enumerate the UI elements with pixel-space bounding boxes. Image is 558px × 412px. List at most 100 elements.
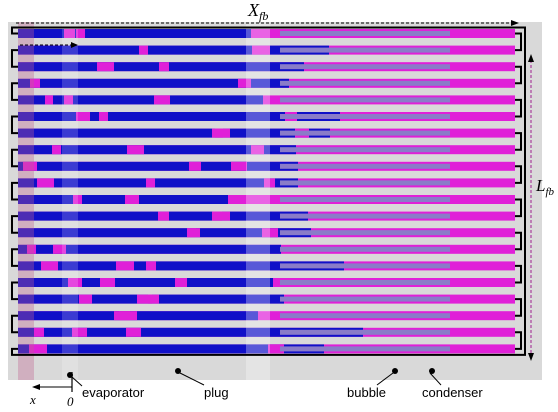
condenser-band <box>280 296 450 302</box>
vapor-bubble <box>119 311 137 321</box>
vapor-bubble <box>148 294 159 304</box>
x-axis-label: x <box>29 392 36 407</box>
vapor-bubble <box>189 161 201 171</box>
side-dimension-arrowhead-top <box>528 54 534 62</box>
top-dimension-label: Xfb <box>247 0 268 23</box>
condenser-band <box>280 313 450 319</box>
vapor-bubble <box>158 211 169 221</box>
vapor-bubble <box>154 95 170 105</box>
liquid-plug <box>18 29 251 38</box>
vapor-bubble <box>99 112 108 121</box>
channel-tube <box>18 311 515 321</box>
channel-tube <box>18 29 515 38</box>
bubble-label: bubble <box>347 385 386 400</box>
vapor-bubble <box>116 261 134 271</box>
side-dimension-arrowhead-bottom <box>528 353 534 361</box>
vapor-bubble <box>45 95 53 105</box>
vapor-bubble <box>34 327 44 337</box>
return-loop <box>11 26 526 356</box>
channel-bend <box>515 231 522 251</box>
condenser-band <box>280 163 450 169</box>
channel-bend <box>11 248 18 267</box>
vapor-bubble <box>262 228 278 238</box>
vapor-bubble <box>231 161 247 171</box>
condenser-band <box>280 114 450 119</box>
vapor-bubble <box>238 78 251 88</box>
condenser-band <box>280 64 450 70</box>
evaporator-inner-band <box>62 22 78 380</box>
vapor-bubble <box>76 112 90 121</box>
channel-bend <box>515 331 522 350</box>
channel-group <box>18 29 515 354</box>
channel-bend <box>515 298 522 317</box>
x-axis-zero-label: 0 <box>67 394 74 409</box>
vapor-bubble <box>269 344 284 354</box>
condenser-band <box>280 47 450 53</box>
vapor-bubble <box>72 327 87 337</box>
x-axis-arrowhead <box>32 384 40 390</box>
liquid-plug <box>18 178 298 188</box>
condenser-marker <box>429 368 435 374</box>
bubble-marker <box>392 368 398 374</box>
vapor-bubble <box>41 261 58 271</box>
condenser-band <box>280 329 450 335</box>
channel-bend <box>515 98 522 118</box>
condenser-band <box>280 31 450 36</box>
condenser-band <box>280 213 450 219</box>
vapor-bubble <box>100 278 115 287</box>
channel-bend <box>11 215 18 234</box>
condenser-band <box>280 130 450 136</box>
channel-bend <box>11 181 18 201</box>
channel-bend <box>11 115 18 135</box>
channel-tube <box>18 95 515 105</box>
channel-bend <box>11 148 18 168</box>
liquid-plug <box>18 78 289 88</box>
vapor-bubble <box>146 178 155 188</box>
evaporator-region-band <box>18 22 34 380</box>
condenser-band <box>280 246 450 252</box>
vapor-bubble <box>79 294 92 304</box>
channel-bend <box>11 49 18 68</box>
evaporator-leader <box>71 376 83 387</box>
vapor-bubble <box>27 244 36 254</box>
vapor-bubble <box>97 62 114 72</box>
vapor-bubble <box>264 178 275 188</box>
liquid-plug <box>18 311 258 321</box>
channel-bend <box>515 65 522 85</box>
liquid-plug <box>18 244 281 254</box>
vapor-bubble <box>252 45 270 55</box>
side-dimension-label: Lfb <box>535 176 555 198</box>
liquid-plug <box>18 161 298 171</box>
top-dimension-arrowhead <box>511 20 519 26</box>
liquid-plug <box>18 327 363 337</box>
condenser-band <box>280 197 450 202</box>
channel-bend <box>515 264 522 284</box>
plug-marker <box>175 368 181 374</box>
condenser-band <box>280 180 450 186</box>
channel-bend <box>515 32 522 52</box>
vapor-bubble <box>187 228 200 238</box>
vapor-bubble <box>159 62 169 72</box>
condenser-band <box>280 346 450 352</box>
vapor-bubble <box>125 195 139 204</box>
vapor-bubble <box>126 327 141 337</box>
liquid-plug <box>18 261 344 271</box>
condenser-leader <box>429 372 442 386</box>
vapor-bubble <box>64 29 75 38</box>
vapor-bubble <box>68 278 82 287</box>
vapor-bubble <box>212 211 222 221</box>
vapor-bubble <box>76 29 85 38</box>
plug-label: plug <box>204 385 229 400</box>
condenser-band <box>280 230 450 236</box>
channel-bend <box>515 165 522 184</box>
vapor-bubble <box>30 78 40 88</box>
liquid-plug <box>18 344 324 354</box>
vapor-bubble <box>53 244 66 254</box>
liquid-plug <box>18 45 329 55</box>
start-dimension-arrowhead <box>71 42 78 48</box>
condenser-band <box>280 80 450 86</box>
vapor-bubble <box>73 195 82 204</box>
channel-bend <box>11 314 18 334</box>
vapor-bubble <box>64 95 73 105</box>
liquid-plug <box>18 228 311 238</box>
